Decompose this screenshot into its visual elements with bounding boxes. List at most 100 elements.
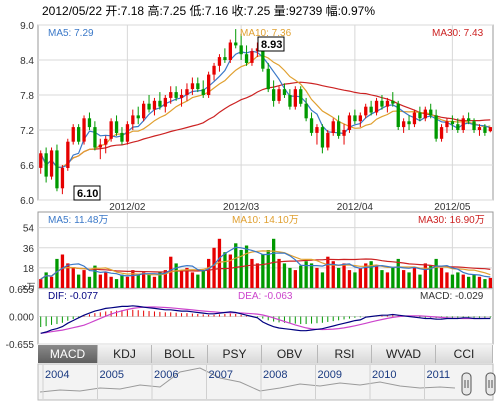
tab-label: BOLL bbox=[164, 347, 195, 361]
candle-body bbox=[439, 127, 444, 139]
candle-body bbox=[309, 118, 314, 133]
volume-bar bbox=[434, 258, 438, 288]
candle-body bbox=[402, 121, 406, 128]
header-info: 2012/05/22 开:7.18 高:7.25 低:7.16 收:7.25 量… bbox=[42, 3, 375, 18]
candle-body bbox=[445, 121, 449, 128]
price-ytick: 6.0 bbox=[20, 196, 34, 207]
indicator-tabs: MACD KDJ BOLL PSY OBV RSI WVAD CCI bbox=[38, 345, 493, 363]
timeline-year: 2011 bbox=[427, 369, 451, 381]
tab-wvad[interactable]: WVAD bbox=[372, 345, 436, 363]
volume-bar bbox=[131, 270, 135, 288]
volume-bar bbox=[282, 263, 287, 288]
volume-bar bbox=[185, 267, 189, 288]
volume-bar bbox=[456, 272, 460, 288]
timeline-year: 2004 bbox=[45, 369, 69, 381]
candle-body bbox=[185, 89, 189, 95]
candle-body bbox=[250, 51, 254, 63]
candle-body bbox=[104, 138, 108, 145]
candle-body bbox=[331, 121, 335, 133]
volume-bar bbox=[288, 267, 292, 288]
candle-body bbox=[71, 127, 75, 142]
volume-bar bbox=[418, 274, 422, 288]
candle-body bbox=[125, 124, 130, 142]
timeline-bar[interactable] bbox=[37, 363, 494, 401]
candle-body bbox=[179, 95, 184, 98]
timeline-year: 2009 bbox=[318, 369, 342, 381]
candle-body bbox=[391, 100, 395, 104]
candle-body bbox=[196, 83, 200, 90]
volume-ma30-line bbox=[40, 258, 491, 280]
dif-line bbox=[40, 305, 491, 334]
volume-bar bbox=[109, 276, 113, 288]
macd-ytick: 0.655 bbox=[9, 285, 34, 296]
tab-rsi[interactable]: RSI bbox=[318, 345, 372, 363]
volume-bar bbox=[152, 276, 157, 288]
volume-bar bbox=[309, 263, 314, 288]
volume-bar bbox=[364, 263, 368, 288]
candle-body bbox=[152, 100, 157, 110]
volume-ma5-line bbox=[40, 246, 491, 280]
candle-body bbox=[266, 68, 270, 90]
candle-body bbox=[82, 118, 86, 142]
volume-bar bbox=[461, 274, 465, 288]
volume-bar bbox=[483, 279, 487, 288]
volume-bar bbox=[472, 274, 476, 288]
candle-body bbox=[77, 127, 81, 142]
volume-bar bbox=[60, 254, 65, 288]
volume-bar bbox=[114, 279, 119, 288]
volume-ytick: 18 bbox=[23, 264, 35, 275]
volume-bar bbox=[320, 272, 325, 288]
candle-body bbox=[114, 121, 119, 133]
volume-bar bbox=[353, 272, 357, 288]
candle-body bbox=[93, 127, 97, 148]
candle-body bbox=[261, 48, 265, 69]
candle-body bbox=[461, 118, 465, 130]
tab-cci[interactable]: CCI bbox=[436, 345, 493, 363]
volume-bar bbox=[49, 276, 54, 288]
volume-bar bbox=[385, 272, 390, 288]
timeline-handle-left[interactable] bbox=[461, 372, 472, 396]
volume-bar bbox=[196, 274, 200, 288]
volume-bar bbox=[104, 272, 108, 288]
volume-bar bbox=[179, 270, 184, 288]
candle-body bbox=[483, 127, 487, 133]
volume-bar bbox=[407, 272, 411, 288]
candle-body bbox=[201, 89, 205, 95]
volume-ma10-label: MA10: 14.10万 bbox=[232, 215, 299, 226]
ma30-line bbox=[40, 81, 491, 168]
tab-psy[interactable]: PSY bbox=[208, 345, 262, 363]
tab-macd[interactable]: MACD bbox=[38, 345, 98, 363]
price-xtick: 2012/04 bbox=[337, 202, 374, 213]
volume-bar bbox=[55, 258, 59, 288]
volume-bar bbox=[136, 274, 140, 288]
volume-bar bbox=[228, 254, 232, 288]
ma10-line bbox=[40, 54, 491, 168]
price-ma10-label: MA10: 7.36 bbox=[240, 28, 292, 39]
timeline-year: 2010 bbox=[372, 369, 396, 381]
tab-label: RSI bbox=[334, 347, 355, 361]
timeline-handle-right[interactable] bbox=[485, 372, 496, 396]
candle-body bbox=[239, 45, 243, 55]
svg-text:6.10: 6.10 bbox=[77, 188, 98, 200]
candle-body bbox=[293, 89, 297, 107]
candle-body bbox=[87, 118, 92, 128]
volume-bar bbox=[120, 274, 124, 288]
timeline-history-line bbox=[39, 367, 456, 393]
volume-ytick: 36 bbox=[23, 244, 35, 255]
tab-boll[interactable]: BOLL bbox=[152, 345, 208, 363]
tab-kdj[interactable]: KDJ bbox=[98, 345, 152, 363]
candle-body bbox=[304, 103, 308, 119]
candle-body bbox=[380, 100, 384, 107]
candle-body bbox=[456, 124, 460, 130]
volume-ma5-label: MA5: 11.48万 bbox=[48, 215, 108, 226]
volume-bar bbox=[266, 250, 270, 288]
candle-body bbox=[277, 89, 281, 101]
volume-unit: x万 bbox=[22, 282, 36, 292]
volume-bar bbox=[93, 265, 97, 288]
price-ma30-label: MA30: 7.43 bbox=[432, 28, 484, 39]
candle-body bbox=[66, 141, 70, 168]
tab-obv[interactable]: OBV bbox=[262, 345, 318, 363]
volume-bar bbox=[358, 267, 362, 288]
candle-body bbox=[142, 103, 146, 119]
volume-bar bbox=[77, 274, 81, 288]
